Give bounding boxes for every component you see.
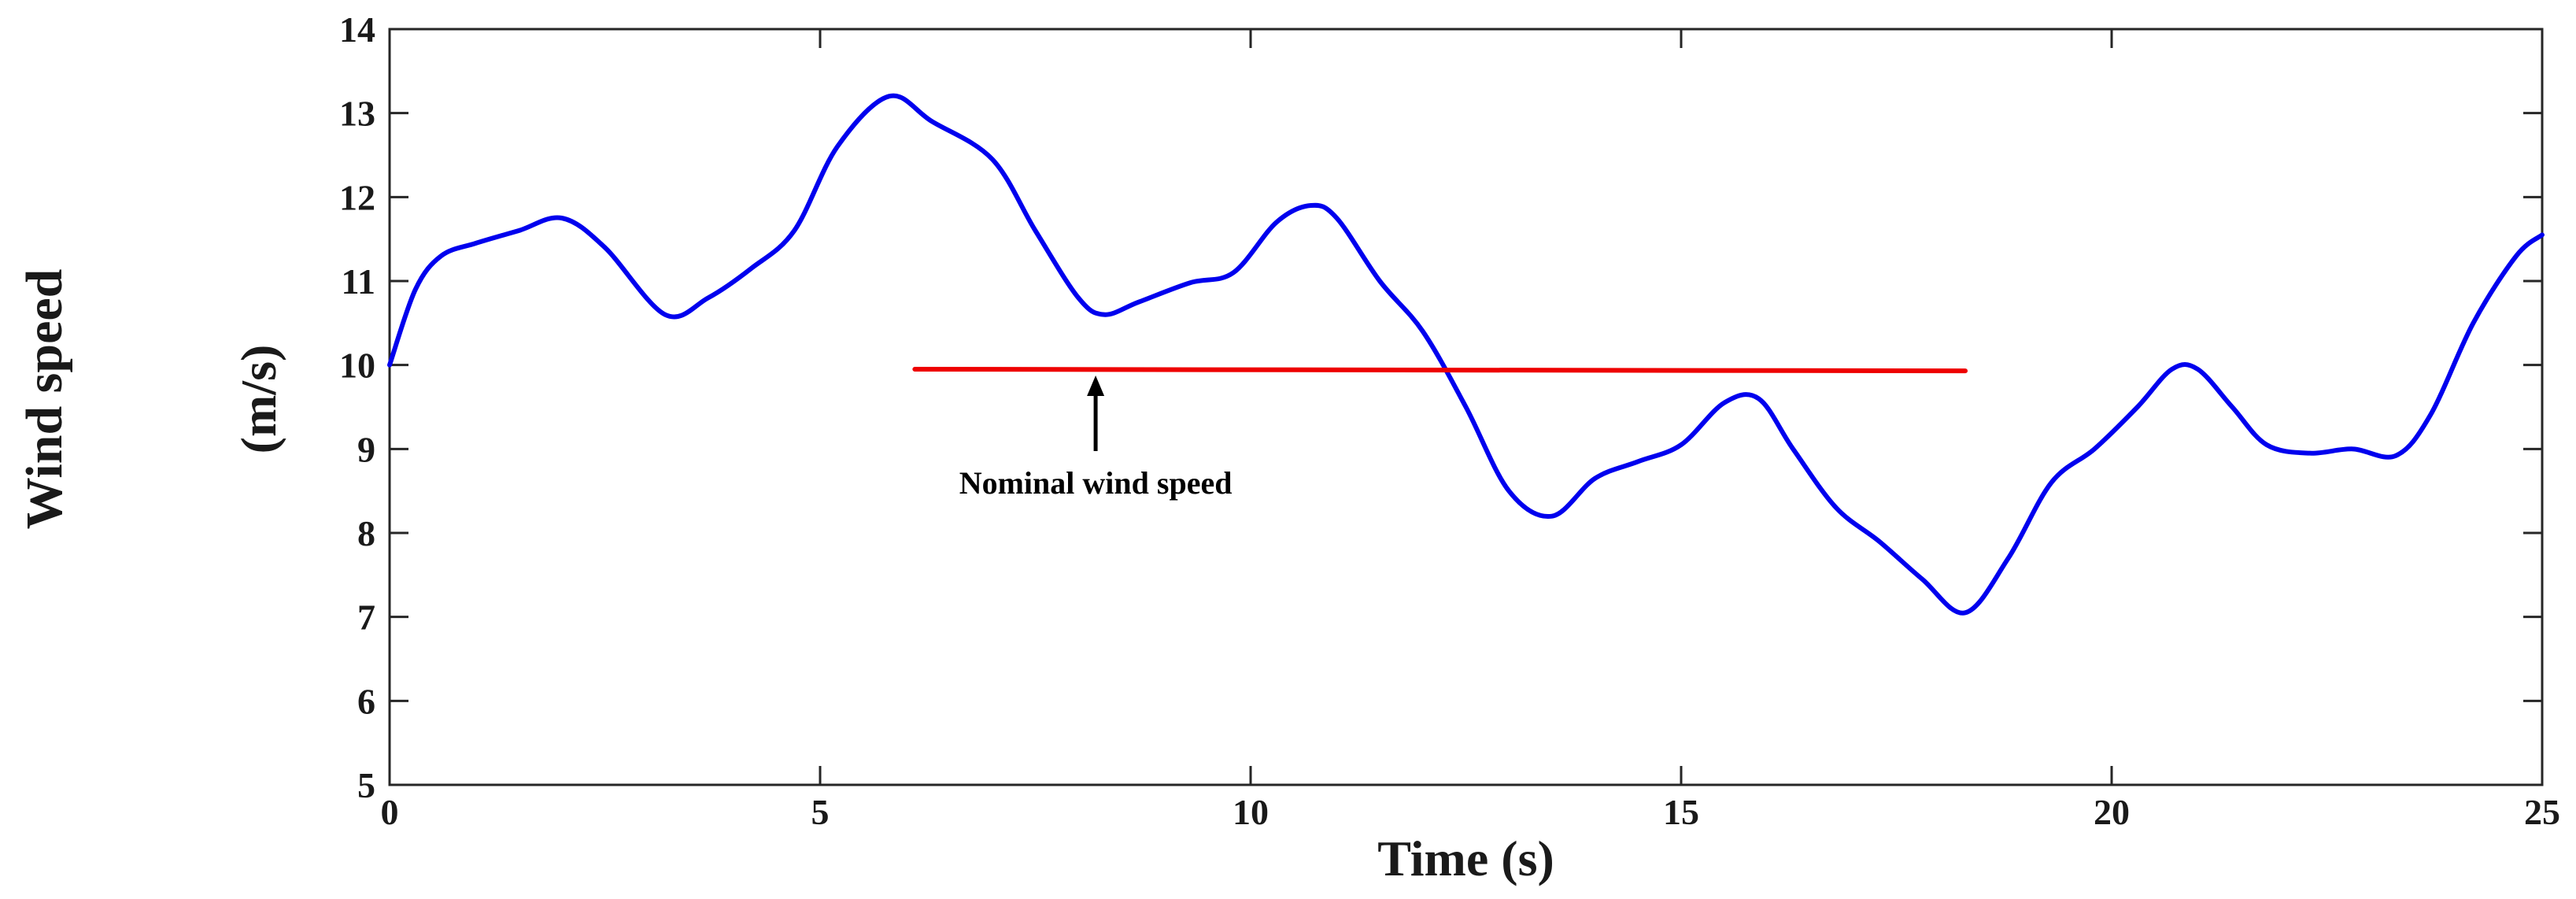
y-tick-label: 12 [339, 177, 375, 217]
y-tick-label: 10 [339, 346, 375, 386]
x-tick-label: 0 [381, 792, 399, 832]
annotation-arrow-head [1087, 376, 1105, 396]
x-tick-label: 15 [1663, 792, 1699, 832]
y-tick-label: 14 [339, 9, 375, 50]
y-axis-label: Wind speed [16, 269, 73, 530]
annotation-group: Nominal wind speed [959, 376, 1233, 501]
tick-marks [388, 28, 2544, 786]
x-tick-label: 10 [1233, 792, 1269, 832]
y-tick-label: 13 [339, 94, 375, 134]
y-tick-label: 8 [357, 513, 375, 553]
y-tick-label: 5 [357, 765, 375, 805]
wind-speed-series-line [387, 93, 2545, 616]
y-tick-label: 11 [342, 261, 375, 302]
x-tick-label: 25 [2524, 792, 2560, 832]
y-tick-label: 9 [357, 429, 375, 469]
y-axis-unit-label: (m/s) [231, 345, 286, 454]
series-group [387, 93, 2545, 616]
y-tick-label: 7 [357, 597, 375, 638]
nominal-wind-speed-line [912, 367, 1968, 374]
plot-frame [388, 28, 2544, 786]
x-tick-label: 5 [811, 792, 830, 832]
x-tick-label: 20 [2094, 792, 2130, 832]
y-tick-label: 6 [357, 681, 375, 721]
annotation-label: Nominal wind speed [959, 465, 1233, 501]
x-axis-label: Time (s) [1377, 831, 1554, 886]
